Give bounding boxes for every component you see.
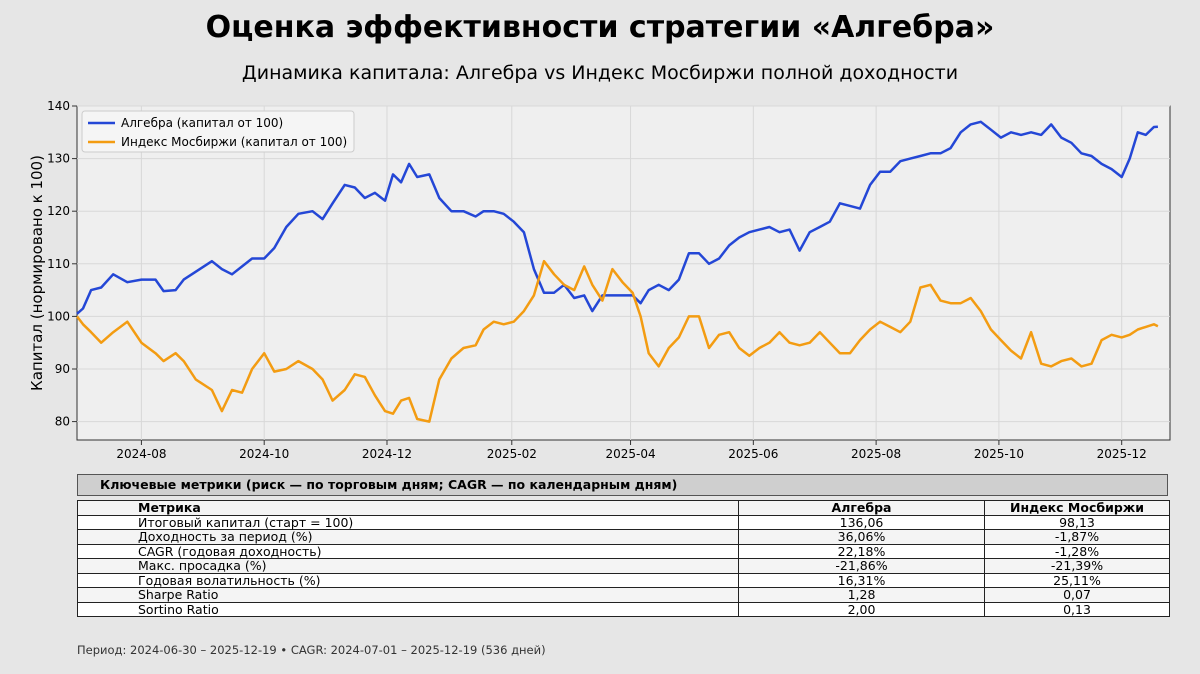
metric-algebra-value: 16,31% (738, 572, 985, 588)
table-row: Макс. просадка (%) -21,86% -21,39% (77, 558, 1170, 574)
series-line-1 (76, 259, 1159, 423)
y-axis-label: Капитал (нормировано к 100) (28, 155, 46, 391)
y-tick-label: 100 (47, 309, 70, 323)
y-tick-label: 140 (47, 99, 70, 113)
chart-subtitle: Динамика капитала: Алгебра vs Индекс Мос… (241, 62, 959, 84)
y-tick-label: 80 (55, 415, 70, 429)
y-tick-label: 110 (47, 257, 70, 271)
y-tick-label: 130 (47, 152, 70, 166)
x-tick-label: 2024-08 (116, 447, 166, 461)
x-tick-label: 2025-04 (605, 447, 655, 461)
legend-box (81, 110, 355, 153)
metric-index-value: -1,87% (984, 529, 1170, 545)
metrics-body: Итоговый капитал (старт = 100) 136,06 98,1… (77, 514, 1170, 617)
metric-algebra-value: 22,18% (738, 543, 985, 559)
x-tick-label: 2025-10 (974, 447, 1024, 461)
table-row: Годовая волатильность (%) 16,31% 25,11% (77, 572, 1170, 588)
metrics-table: Метрика Алгебра Индекс Мосбиржи Итоговый… (77, 500, 1170, 617)
metric-name: Макс. просадка (%) (77, 558, 739, 574)
axes: 80 90 100 110 120 130 140 2024-08 2024-10 2024-12… (47, 99, 1147, 461)
legend-label: Индекс Мосбиржи (капитал от 100) (121, 135, 347, 149)
col-metric: Метрика (77, 500, 739, 516)
metric-algebra-value: 1,28 (738, 587, 985, 603)
table-row: Sharpe Ratio 1,28 0,07 (77, 587, 1170, 603)
table-row: CAGR (годовая доходность) 22,18% -1,28% (77, 543, 1170, 559)
metric-name: Доходность за период (%) (77, 529, 739, 545)
metric-index-value: 25,11% (984, 572, 1170, 588)
legend-label: Алгебра (капитал от 100) (121, 116, 283, 130)
page-title: Оценка эффективности стратегии «Алгебра» (205, 10, 995, 45)
metric-algebra-value: 2,00 (738, 601, 985, 617)
metric-name: Итоговый капитал (старт = 100) (77, 514, 739, 530)
table-row: Доходность за период (%) 36,06% -1,87% (77, 529, 1170, 545)
col-index: Индекс Мосбиржи (984, 500, 1170, 516)
metric-index-value: 0,13 (984, 601, 1170, 617)
series-layer (76, 120, 1159, 423)
metrics-header: Ключевые метрики (риск — по торговым дня… (77, 474, 1168, 496)
y-tick-label: 120 (47, 204, 70, 218)
metric-algebra-value: 136,06 (738, 514, 985, 530)
x-tick-label: 2025-02 (487, 447, 537, 461)
x-tick-label: 2024-10 (239, 447, 289, 461)
metric-index-value: -1,28% (984, 543, 1170, 559)
metrics-header-row: Метрика Алгебра Индекс Мосбиржи (77, 500, 1170, 516)
metric-algebra-value: 36,06% (738, 529, 985, 545)
x-tick-label: 2024-12 (362, 447, 412, 461)
y-tick-label: 90 (55, 362, 70, 376)
metric-name: CAGR (годовая доходность) (77, 543, 739, 559)
col-algebra: Алгебра (738, 500, 985, 516)
metric-name: Sortino Ratio (77, 601, 739, 617)
metric-index-value: -21,39% (984, 558, 1170, 574)
legend: Алгебра (капитал от 100) Индекс Мосбиржи … (81, 110, 355, 153)
plot-area (76, 105, 1171, 441)
metric-index-value: 0,07 (984, 587, 1170, 603)
metric-name: Sharpe Ratio (77, 587, 739, 603)
table-row: Итоговый капитал (старт = 100) 136,06 98,1… (77, 514, 1170, 530)
x-tick-label: 2025-12 (1097, 447, 1147, 461)
table-row: Sortino Ratio 2,00 0,13 (77, 601, 1170, 617)
metric-index-value: 98,13 (984, 514, 1170, 530)
metric-name: Годовая волатильность (%) (77, 572, 739, 588)
period-footer: Период: 2024-06-30 – 2025-12-19 • CAGR: … (77, 643, 546, 657)
x-tick-label: 2025-06 (728, 447, 778, 461)
x-tick-label: 2025-08 (851, 447, 901, 461)
metric-algebra-value: -21,86% (738, 558, 985, 574)
grid-lines (77, 105, 1170, 440)
equity-chart: 80 90 100 110 120 130 140 2024-08 2024-10 2024-12… (28, 99, 1171, 461)
series-line-0 (76, 120, 1158, 315)
